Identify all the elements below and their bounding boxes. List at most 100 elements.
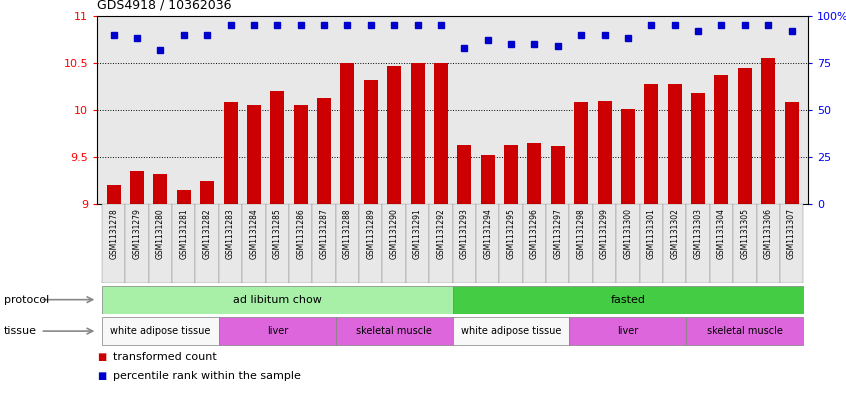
Bar [686, 317, 803, 345]
Text: GSM1131299: GSM1131299 [600, 208, 609, 259]
Text: GSM1131283: GSM1131283 [226, 208, 235, 259]
Bar [149, 204, 172, 283]
Bar [242, 204, 266, 283]
Bar [336, 204, 359, 283]
Text: skeletal muscle: skeletal muscle [707, 326, 783, 336]
Text: GSM1131288: GSM1131288 [343, 208, 352, 259]
Bar [551, 146, 565, 204]
Bar [130, 171, 144, 204]
Text: GSM1131302: GSM1131302 [670, 208, 679, 259]
Text: GSM1131306: GSM1131306 [764, 208, 772, 259]
Bar [756, 204, 780, 283]
Text: GSM1131286: GSM1131286 [296, 208, 305, 259]
Text: GSM1131293: GSM1131293 [459, 208, 469, 259]
Bar [434, 63, 448, 204]
Text: liver: liver [618, 326, 639, 336]
Bar [172, 204, 195, 283]
Text: ■: ■ [97, 352, 107, 362]
Bar [406, 204, 429, 283]
Text: GSM1131282: GSM1131282 [203, 208, 212, 259]
Bar [784, 103, 799, 204]
Bar [219, 204, 242, 283]
Text: GSM1131307: GSM1131307 [787, 208, 796, 259]
Bar [593, 204, 616, 283]
Bar [667, 84, 682, 204]
Text: GSM1131280: GSM1131280 [156, 208, 165, 259]
Text: GSM1131287: GSM1131287 [320, 208, 328, 259]
Bar [733, 204, 756, 283]
Bar [476, 204, 499, 283]
Bar [481, 155, 495, 204]
Text: GSM1131296: GSM1131296 [530, 208, 539, 259]
Bar [569, 204, 593, 283]
Bar [294, 105, 308, 204]
Bar [527, 143, 541, 204]
Bar [621, 109, 635, 204]
Bar [574, 103, 588, 204]
Bar [102, 204, 125, 283]
Text: GSM1131289: GSM1131289 [366, 208, 376, 259]
Text: GSM1131303: GSM1131303 [694, 208, 702, 259]
Bar [453, 317, 569, 345]
Text: GSM1131281: GSM1131281 [179, 208, 189, 259]
Bar [691, 93, 705, 204]
Text: skeletal muscle: skeletal muscle [356, 326, 432, 336]
Bar [107, 185, 121, 204]
Text: tissue: tissue [4, 326, 37, 336]
Text: ad libitum chow: ad libitum chow [233, 295, 321, 305]
Text: protocol: protocol [4, 295, 49, 305]
Text: GSM1131285: GSM1131285 [272, 208, 282, 259]
Bar [247, 105, 261, 204]
Bar [714, 75, 728, 204]
Bar [504, 145, 518, 204]
Bar [686, 204, 710, 283]
Bar [364, 80, 378, 204]
Bar [547, 204, 569, 283]
Text: GSM1131292: GSM1131292 [437, 208, 446, 259]
Text: GSM1131305: GSM1131305 [740, 208, 750, 259]
Bar [569, 317, 686, 345]
Text: GSM1131294: GSM1131294 [483, 208, 492, 259]
Text: GSM1131278: GSM1131278 [109, 208, 118, 259]
Bar [429, 204, 453, 283]
Bar [410, 63, 425, 204]
Text: GSM1131291: GSM1131291 [413, 208, 422, 259]
Text: fasted: fasted [611, 295, 645, 305]
Text: GSM1131279: GSM1131279 [133, 208, 141, 259]
Bar [640, 204, 663, 283]
Text: liver: liver [266, 326, 288, 336]
Bar [780, 204, 803, 283]
Bar [289, 204, 312, 283]
Bar [270, 91, 284, 204]
Text: GSM1131298: GSM1131298 [577, 208, 585, 259]
Bar [201, 181, 214, 204]
Text: GSM1131304: GSM1131304 [717, 208, 726, 259]
Bar [597, 101, 612, 204]
Bar [195, 204, 219, 283]
Bar [177, 190, 191, 204]
Text: GSM1131295: GSM1131295 [507, 208, 515, 259]
Bar [453, 285, 803, 314]
Bar [219, 317, 336, 345]
Text: GSM1131290: GSM1131290 [390, 208, 398, 259]
Bar [340, 63, 354, 204]
Bar [102, 285, 453, 314]
Bar [761, 58, 775, 204]
Bar [359, 204, 382, 283]
Bar [645, 84, 658, 204]
Text: GDS4918 / 10362036: GDS4918 / 10362036 [97, 0, 232, 12]
Text: GSM1131284: GSM1131284 [250, 208, 258, 259]
Bar [102, 317, 219, 345]
Bar [312, 204, 336, 283]
Bar [317, 98, 331, 204]
Bar [336, 317, 453, 345]
Text: transformed count: transformed count [113, 352, 217, 362]
Bar [453, 204, 476, 283]
Bar [710, 204, 733, 283]
Bar [738, 68, 752, 204]
Bar [382, 204, 406, 283]
Bar [153, 174, 168, 204]
Text: percentile rank within the sample: percentile rank within the sample [113, 371, 300, 381]
Text: white adipose tissue: white adipose tissue [461, 326, 561, 336]
Bar [616, 204, 640, 283]
